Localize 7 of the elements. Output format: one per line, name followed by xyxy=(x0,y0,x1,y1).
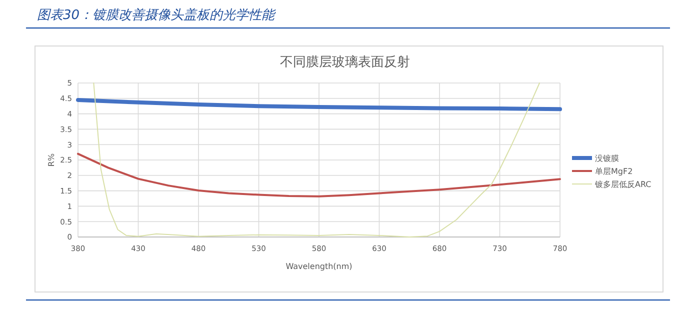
x-axis-title: Wavelength(nm) xyxy=(286,262,352,271)
chart-title: 图表30：镀膜改善摄像头盖板的光学性能 xyxy=(37,7,277,23)
y-axis-title: R% xyxy=(47,153,56,167)
chart-subtitle: 不同膜层玻璃表面反射 xyxy=(280,55,410,70)
legend-label: 单层MgF2 xyxy=(595,167,633,176)
legend-label: 镀多层低反ARC xyxy=(594,180,652,189)
legend-label: 没镀膜 xyxy=(595,154,619,163)
